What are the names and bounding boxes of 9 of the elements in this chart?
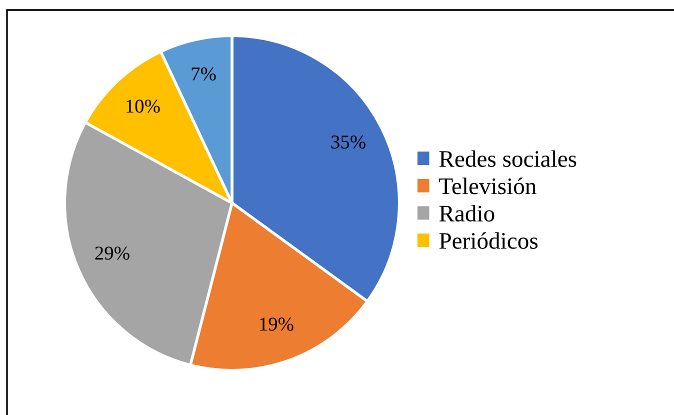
data-label: 19% [260, 318, 294, 331]
data-label: 35% [331, 135, 366, 149]
legend-label: Periódicos [439, 232, 538, 249]
legend-label: Redes sociales [439, 150, 576, 167]
data-label: 29% [95, 246, 130, 260]
data-label: 7% [192, 67, 216, 81]
legend-label: Televisión [439, 178, 536, 194]
legend-label: Radio [439, 204, 494, 222]
data-label: 10% [126, 100, 160, 113]
